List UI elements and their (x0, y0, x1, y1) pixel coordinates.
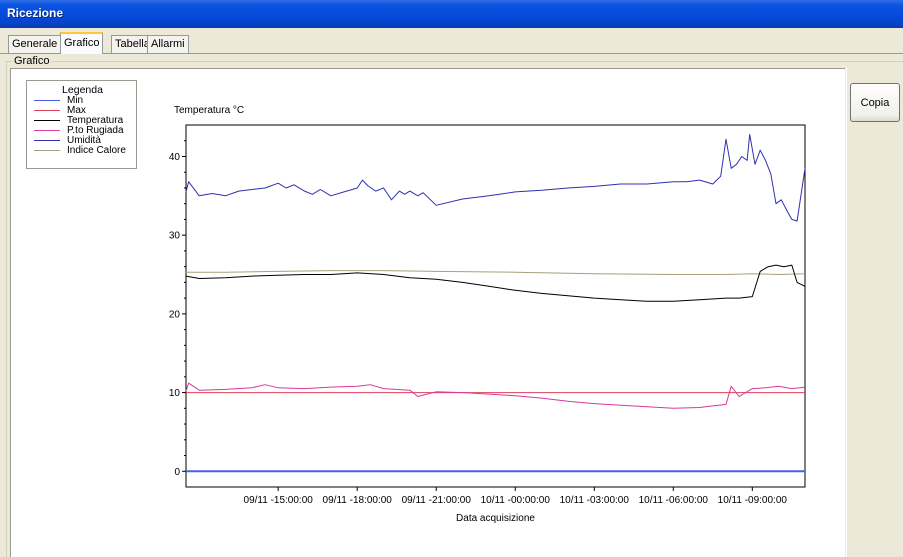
tab-strip: Generale Grafico Tabella Allarmi (0, 32, 903, 54)
chart-groupbox (6, 61, 903, 557)
legend-item-temperatura: Temperatura (34, 116, 134, 126)
legend-item-rugiada: P.to Rugiada (34, 126, 134, 136)
tab-allarmi[interactable]: Allarmi (147, 35, 189, 53)
legend-swatch-indice (34, 150, 60, 151)
legend-label-umidita: Umidità (67, 135, 101, 146)
legend-item-umidita: Umidità (34, 136, 134, 146)
groupbox-label: Grafico (12, 55, 52, 67)
legend-swatch-umidita (34, 140, 60, 141)
legend-swatch-max (34, 110, 60, 111)
legend-label-rugiada: P.to Rugiada (67, 125, 124, 136)
legend-label-min: Min (67, 95, 84, 106)
title-bar[interactable]: Ricezione (0, 0, 903, 28)
tab-generale[interactable]: Generale (8, 35, 62, 53)
tab-grafico[interactable]: Grafico (60, 32, 104, 54)
legend-title: Legenda (62, 84, 103, 96)
legend-item-indice: Indice Calore (34, 146, 134, 156)
legend-label-temperatura: Temperatura (67, 115, 124, 126)
window-title: Ricezione (7, 6, 64, 20)
legend-swatch-rugiada (34, 130, 60, 131)
legend-swatch-temperatura (34, 120, 60, 121)
legend-item-max: Max (34, 106, 134, 116)
copy-button[interactable]: Copia (850, 83, 900, 122)
chart-legend: Legenda Min Max Temperatura P.to Rugiada… (26, 80, 137, 169)
right-panel (846, 68, 903, 557)
legend-label-max: Max (67, 105, 86, 116)
legend-swatch-min (34, 100, 60, 101)
legend-item-min: Min (34, 96, 134, 106)
legend-label-indice: Indice Calore (67, 145, 126, 156)
